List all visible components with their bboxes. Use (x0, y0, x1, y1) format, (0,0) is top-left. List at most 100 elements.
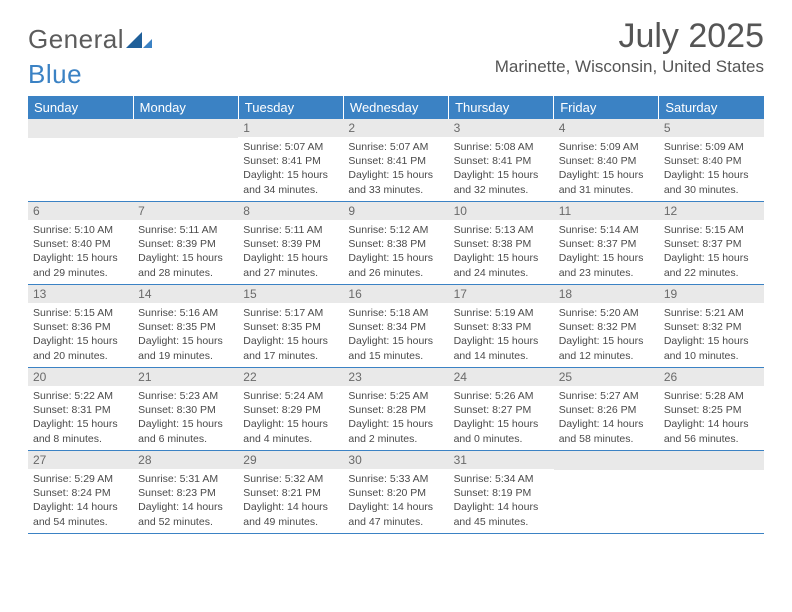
daylight-line: Daylight: 14 hours and 47 minutes. (348, 501, 433, 527)
weekday-header: Sunday (28, 96, 133, 119)
daylight-line: Daylight: 14 hours and 58 minutes. (559, 418, 644, 444)
sunrise-line: Sunrise: 5:08 AM (454, 141, 534, 153)
daylight-line: Daylight: 15 hours and 33 minutes. (348, 169, 433, 195)
header: General Blue July 2025 Marinette, Wiscon… (28, 18, 764, 90)
sunrise-line: Sunrise: 5:14 AM (559, 224, 639, 236)
calendar-week-row: 6Sunrise: 5:10 AMSunset: 8:40 PMDaylight… (28, 202, 764, 285)
calendar-day-cell: 27Sunrise: 5:29 AMSunset: 8:24 PMDayligh… (28, 451, 133, 534)
calendar-day-cell (659, 451, 764, 534)
day-data: Sunrise: 5:12 AMSunset: 8:38 PMDaylight:… (343, 220, 448, 283)
calendar-week-row: 1Sunrise: 5:07 AMSunset: 8:41 PMDaylight… (28, 119, 764, 202)
sunset-line: Sunset: 8:28 PM (348, 404, 426, 416)
sunrise-line: Sunrise: 5:13 AM (454, 224, 534, 236)
sunrise-line: Sunrise: 5:26 AM (454, 390, 534, 402)
sunrise-line: Sunrise: 5:15 AM (33, 307, 113, 319)
sunrise-line: Sunrise: 5:11 AM (138, 224, 217, 236)
calendar-day-cell: 19Sunrise: 5:21 AMSunset: 8:32 PMDayligh… (659, 285, 764, 368)
calendar-day-cell: 30Sunrise: 5:33 AMSunset: 8:20 PMDayligh… (343, 451, 448, 534)
daylight-line: Daylight: 15 hours and 32 minutes. (454, 169, 539, 195)
weekday-header: Wednesday (343, 96, 448, 119)
sunrise-line: Sunrise: 5:34 AM (454, 473, 534, 485)
sunset-line: Sunset: 8:41 PM (454, 155, 532, 167)
logo-word2: Blue (28, 59, 82, 89)
calendar-day-cell (28, 119, 133, 202)
sunrise-line: Sunrise: 5:17 AM (243, 307, 323, 319)
daylight-line: Daylight: 14 hours and 52 minutes. (138, 501, 223, 527)
sunset-line: Sunset: 8:24 PM (33, 487, 111, 499)
daylight-line: Daylight: 15 hours and 8 minutes. (33, 418, 118, 444)
calendar-day-cell: 26Sunrise: 5:28 AMSunset: 8:25 PMDayligh… (659, 368, 764, 451)
sunset-line: Sunset: 8:38 PM (348, 238, 426, 250)
daylight-line: Daylight: 15 hours and 30 minutes. (664, 169, 749, 195)
calendar-header-row: SundayMondayTuesdayWednesdayThursdayFrid… (28, 96, 764, 119)
day-data: Sunrise: 5:27 AMSunset: 8:26 PMDaylight:… (554, 386, 659, 449)
day-number: 3 (449, 119, 554, 137)
day-data: Sunrise: 5:09 AMSunset: 8:40 PMDaylight:… (554, 137, 659, 200)
sunset-line: Sunset: 8:38 PM (454, 238, 532, 250)
day-data (554, 470, 659, 476)
day-data: Sunrise: 5:28 AMSunset: 8:25 PMDaylight:… (659, 386, 764, 449)
day-number: 14 (133, 285, 238, 303)
day-number (659, 451, 764, 470)
daylight-line: Daylight: 15 hours and 34 minutes. (243, 169, 328, 195)
title-block: July 2025 Marinette, Wisconsin, United S… (495, 18, 764, 77)
sunrise-line: Sunrise: 5:16 AM (138, 307, 218, 319)
day-number: 9 (343, 202, 448, 220)
calendar-body: 1Sunrise: 5:07 AMSunset: 8:41 PMDaylight… (28, 119, 764, 534)
day-number: 2 (343, 119, 448, 137)
day-number: 26 (659, 368, 764, 386)
calendar-day-cell (554, 451, 659, 534)
weekday-header: Friday (554, 96, 659, 119)
day-data: Sunrise: 5:17 AMSunset: 8:35 PMDaylight:… (238, 303, 343, 366)
calendar-day-cell: 18Sunrise: 5:20 AMSunset: 8:32 PMDayligh… (554, 285, 659, 368)
sunrise-line: Sunrise: 5:07 AM (348, 141, 428, 153)
calendar-day-cell: 15Sunrise: 5:17 AMSunset: 8:35 PMDayligh… (238, 285, 343, 368)
calendar-day-cell: 4Sunrise: 5:09 AMSunset: 8:40 PMDaylight… (554, 119, 659, 202)
weekday-header: Monday (133, 96, 238, 119)
daylight-line: Daylight: 15 hours and 24 minutes. (454, 252, 539, 278)
daylight-line: Daylight: 15 hours and 22 minutes. (664, 252, 749, 278)
day-number: 31 (449, 451, 554, 469)
daylight-line: Daylight: 14 hours and 49 minutes. (243, 501, 328, 527)
calendar-day-cell: 25Sunrise: 5:27 AMSunset: 8:26 PMDayligh… (554, 368, 659, 451)
day-data: Sunrise: 5:08 AM Sunset: 8:41 PM Daylight:… (449, 137, 554, 200)
calendar-page: General Blue July 2025 Marinette, Wiscon… (0, 0, 792, 534)
sunset-line: Sunset: 8:26 PM (559, 404, 637, 416)
sunrise-line: Sunrise: 5:10 AM (33, 224, 113, 236)
calendar-week-row: 13Sunrise: 5:15 AMSunset: 8:36 PMDayligh… (28, 285, 764, 368)
day-data (28, 138, 133, 144)
calendar-day-cell: 24Sunrise: 5:26 AMSunset: 8:27 PMDayligh… (449, 368, 554, 451)
day-number: 30 (343, 451, 448, 469)
day-number: 11 (554, 202, 659, 220)
sunset-line: Sunset: 8:29 PM (243, 404, 321, 416)
sunrise-line: Sunrise: 5:29 AM (33, 473, 113, 485)
sunset-line: Sunset: 8:40 PM (664, 155, 742, 167)
day-data: Sunrise: 5:11 AMSunset: 8:39 PMDaylight:… (238, 220, 343, 283)
day-number (554, 451, 659, 470)
daylight-line: Daylight: 15 hours and 27 minutes. (243, 252, 328, 278)
calendar-day-cell (133, 119, 238, 202)
calendar-day-cell: 17Sunrise: 5:19 AMSunset: 8:33 PMDayligh… (449, 285, 554, 368)
day-number: 28 (133, 451, 238, 469)
sunset-line: Sunset: 8:35 PM (138, 321, 216, 333)
day-data: Sunrise: 5:13 AM Sunset: 8:38 PM Daylight:… (449, 220, 554, 283)
sunset-line: Sunset: 8:27 PM (454, 404, 532, 416)
sunrise-line: Sunrise: 5:20 AM (559, 307, 639, 319)
daylight-line: Daylight: 15 hours and 26 minutes. (348, 252, 433, 278)
day-number: 13 (28, 285, 133, 303)
calendar-day-cell: 13Sunrise: 5:15 AMSunset: 8:36 PMDayligh… (28, 285, 133, 368)
daylight-line: Daylight: 15 hours and 17 minutes. (243, 335, 328, 361)
day-data: Sunrise: 5:19 AMSunset: 8:33 PMDaylight:… (449, 303, 554, 366)
calendar-day-cell: 23Sunrise: 5:25 AMSunset: 8:28 PMDayligh… (343, 368, 448, 451)
calendar-day-cell: 31Sunrise: 5:34 AMSunset: 8:19 PMDayligh… (449, 451, 554, 534)
day-number: 24 (449, 368, 554, 386)
calendar-day-cell: 14Sunrise: 5:16 AMSunset: 8:35 PMDayligh… (133, 285, 238, 368)
day-data: Sunrise: 5:16 AMSunset: 8:35 PMDaylight:… (133, 303, 238, 366)
daylight-line: Daylight: 15 hours and 20 minutes. (33, 335, 118, 361)
weekday-header: Tuesday (238, 96, 343, 119)
day-number: 27 (28, 451, 133, 469)
day-data: Sunrise: 5:18 AMSunset: 8:34 PMDaylight:… (343, 303, 448, 366)
sunrise-line: Sunrise: 5:25 AM (348, 390, 428, 402)
calendar-day-cell: 9Sunrise: 5:12 AMSunset: 8:38 PMDaylight… (343, 202, 448, 285)
sunrise-line: Sunrise: 5:11 AM (243, 224, 322, 236)
